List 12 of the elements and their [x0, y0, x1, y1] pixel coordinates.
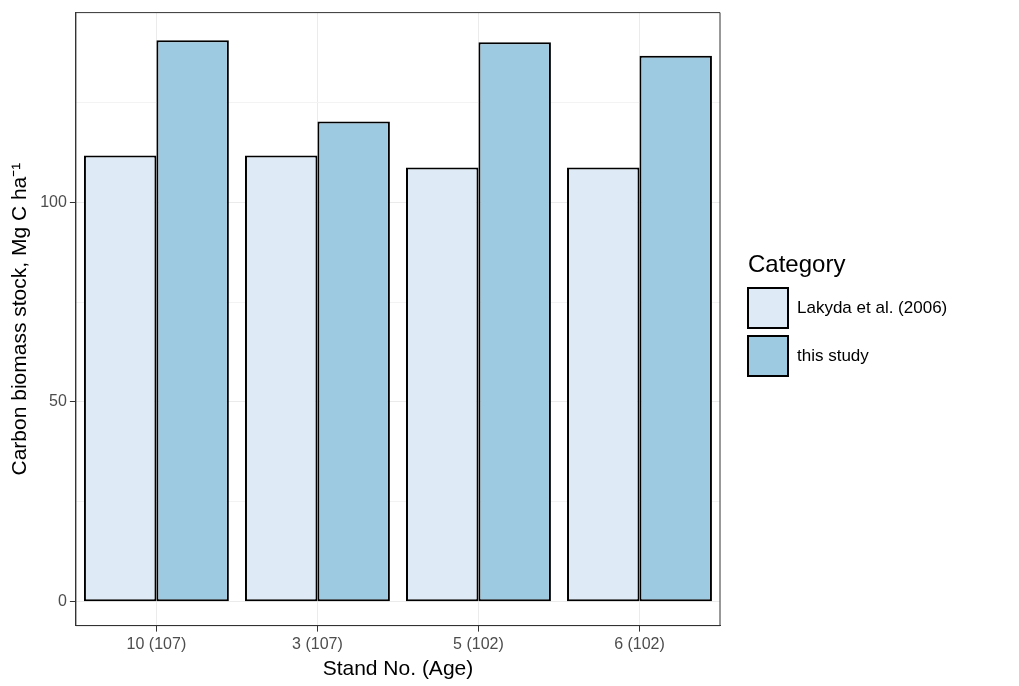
- legend-label: Lakyda et al. (2006): [797, 298, 948, 318]
- x-tick-label: 6 (102): [614, 634, 665, 652]
- y-tick-label: 50: [49, 392, 67, 410]
- x-tick-label: 3 (107): [292, 634, 343, 652]
- x-tick-label: 5 (102): [453, 634, 504, 652]
- legend-title: Category: [748, 250, 847, 278]
- x-tick-label: 10 (107): [126, 634, 187, 652]
- y-tick-label: 100: [40, 192, 67, 210]
- legend-label: this study: [797, 346, 869, 366]
- y-axis-title: Carbon biomass stock, Mg C ha⁻¹: [7, 162, 31, 476]
- x-axis-title: Stand No. (Age): [322, 656, 474, 680]
- y-tick-label: 0: [57, 592, 67, 610]
